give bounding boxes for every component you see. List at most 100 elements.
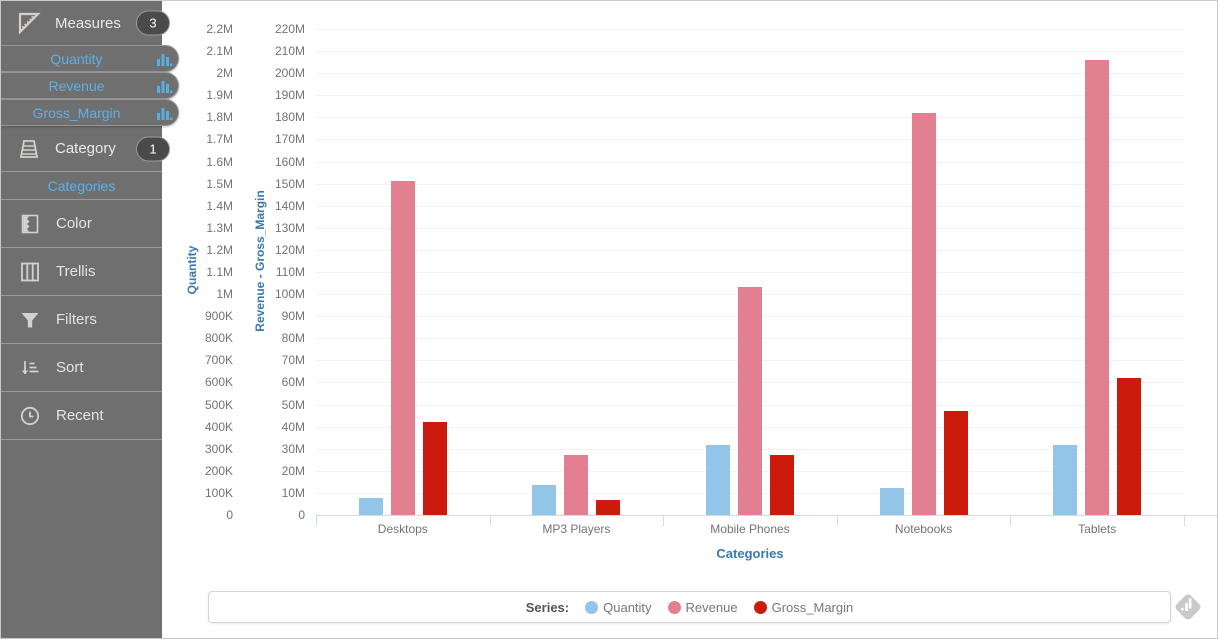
sidebar-item-filters[interactable]: Filters [1,296,162,344]
bar-gross_margin-mobile-phones[interactable] [770,455,794,515]
category-divider [316,515,317,526]
x-category-label: Notebooks [894,522,953,536]
gridline [316,139,1184,141]
y-tick-right: 190M [274,88,305,103]
y-tick-left: 200K [204,463,233,478]
gridline [316,272,1184,273]
bar-revenue-desktops[interactable] [390,181,415,515]
columns-icon [19,261,41,283]
y-tick-right: 50M [281,397,305,412]
y-tick-right: 130M [274,220,305,235]
gridline [316,73,1184,75]
sidebar-item-color[interactable]: Color [1,200,162,248]
y-tick-left: 2.1M [206,44,233,59]
y-tick-left: 2M [216,66,233,81]
sidebar-item-label: Recent [56,407,104,424]
zoomdata-logo-icon[interactable] [1171,590,1205,624]
revenue-marker-icon [667,600,681,614]
legend-item-revenue[interactable]: Revenue [667,600,738,615]
y-tick-left: 1M [216,287,233,302]
color-icon [19,213,41,235]
x-category-label: Desktops [377,522,428,536]
y-tick-right: 210M [274,44,305,59]
gridline [316,205,1184,207]
bar-revenue-notebooks[interactable] [911,112,936,515]
sidebar-section-label: Category [55,140,116,157]
sidebar-section-category[interactable]: Category 1 [1,126,170,172]
y-tick-right: 90M [281,309,305,324]
y-tick-right: 60M [281,375,305,390]
sidebar-item-label: Sort [56,359,84,376]
y-tick-left: 1.8M [206,110,233,125]
category-divider [489,515,491,526]
funnel-icon [19,309,41,331]
y-tick-right: 140M [274,198,305,213]
bar-gross_margin-tablets[interactable] [1117,378,1142,515]
y-tick-left: 100K [204,485,233,500]
gridline [316,249,1184,251]
x-category-label: MP3 Players [542,522,611,536]
sidebar-item-recent[interactable]: Recent [1,392,162,440]
y-tick-right: 120M [274,242,305,257]
sidebar-item-sort[interactable]: Sort [1,344,162,392]
y-tick-left: 700K [204,353,233,368]
y-tick-left: 0 [226,508,233,522]
y-tick-left: 1.9M [206,88,233,103]
y-tick-right: 220M [274,22,305,36]
category-divider [836,515,838,526]
bar-gross_margin-desktops[interactable] [422,422,447,515]
measures-count-badge[interactable]: 3 [136,10,170,36]
category-count-badge[interactable]: 1 [136,136,170,161]
sort-icon [19,357,41,379]
bar-revenue-mobile-phones[interactable] [738,287,762,515]
legend-label: Gross_Margin [771,599,854,615]
legend-label: Quantity [603,599,652,615]
measure-pill-revenue[interactable]: Revenue [1,72,179,99]
y-tick-right: 150M [274,176,305,191]
sidebar: Measures 3 Quantity Revenue [1,1,179,638]
y-tick-left: 1.3M [206,220,233,235]
layers-icon [17,137,41,161]
bar-quantity-mobile-phones[interactable] [706,445,730,515]
y-tick-left: 500K [204,397,233,412]
bar-quantity-mp3-players[interactable] [532,484,557,515]
bar-quantity-tablets[interactable] [1053,445,1078,515]
category-divider [1184,515,1185,526]
measure-pill-label: Gross_Margin [32,104,121,121]
bar-quantity-notebooks[interactable] [879,488,904,515]
x-axis-title: Categories [716,546,784,561]
quantity-marker-icon [585,600,599,614]
y-tick-right: 180M [274,110,305,125]
y-tick-left: 900K [204,309,233,324]
measure-pill-gross-margin[interactable]: Gross_Margin [1,99,179,126]
gross-margin-marker-icon [753,600,767,614]
y-tick-left: 2.2M [206,22,233,36]
bar-revenue-tablets[interactable] [1085,59,1110,515]
sidebar-section-label: Measures [55,14,121,32]
bar-gross_margin-notebooks[interactable] [943,411,968,515]
y-tick-left: 1.2M [206,242,233,257]
y-tick-left: 1.6M [206,154,233,169]
sidebar-section-measures[interactable]: Measures 3 [1,1,170,45]
sidebar-item-trellis[interactable]: Trellis [1,248,162,296]
bar-quantity-desktops[interactable] [358,498,383,515]
legend-item-quantity[interactable]: Quantity [585,599,652,615]
y-tick-left: 800K [204,331,233,346]
bar-gross_margin-mp3-players[interactable] [596,499,621,515]
legend-item-gross-margin[interactable]: Gross_Margin [753,599,854,615]
ruler-icon [17,11,41,35]
measure-pill-quantity[interactable]: Quantity [1,45,179,72]
sidebar-item-label: Trellis [56,263,96,280]
y-tick-left: 300K [204,441,233,456]
y-tick-left: 1.7M [206,132,233,147]
y-tick-left: 600K [204,375,233,390]
y-tick-right: 30M [281,441,305,456]
dimension-item-categories[interactable]: Categories [1,172,162,200]
category-divider [663,515,665,526]
y-tick-left: 1.4M [206,198,233,213]
bar-revenue-mp3-players[interactable] [564,455,589,515]
bar-chart-icon [156,52,173,67]
gridline [316,51,1184,53]
y-tick-right: 160M [274,154,305,169]
